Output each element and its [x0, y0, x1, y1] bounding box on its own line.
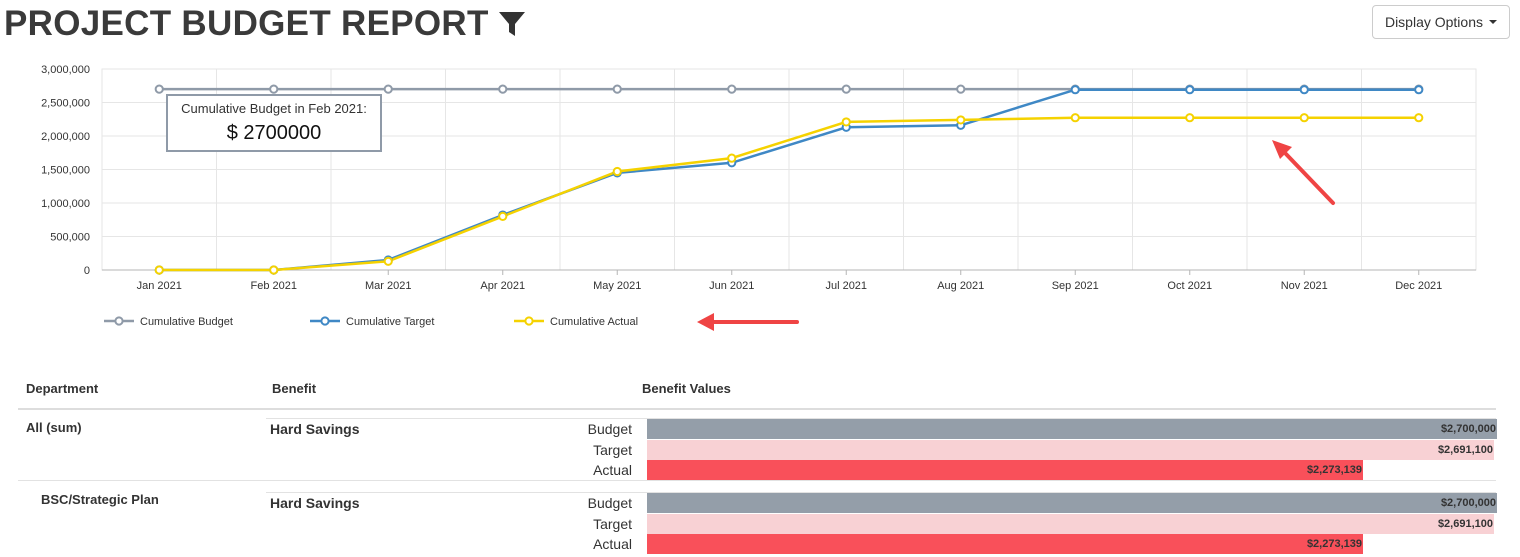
- bar-actual: [647, 460, 1363, 480]
- x-tick-label: Dec 2021: [1395, 280, 1442, 292]
- table-row: BSC/Strategic Plan Hard Savings Budget $2,7…: [18, 492, 1497, 556]
- measure-label-budget: Budget: [587, 495, 632, 511]
- page-title: PROJECT BUDGET REPORT: [4, 4, 527, 44]
- tooltip-value: $ 2700000: [227, 122, 322, 144]
- bar-target: [647, 439, 1494, 460]
- data-point: [612, 84, 622, 94]
- bar-value-budget: $2,700,000: [1440, 497, 1496, 509]
- tooltip-title: Cumulative Budget in Feb 2021:: [181, 101, 367, 116]
- benefit-cell: Hard Savings: [270, 421, 360, 437]
- data-point: [1070, 85, 1080, 95]
- benefit-divider: [266, 492, 1496, 493]
- data-point: [154, 84, 164, 94]
- data-point: [841, 117, 851, 127]
- x-tick-label: May 2021: [593, 280, 641, 292]
- data-point: [498, 84, 508, 94]
- y-tick-label: 1,000,000: [41, 198, 90, 210]
- measure-label-actual: Actual: [593, 536, 632, 552]
- data-point: [956, 115, 966, 125]
- display-options-label: Display Options: [1384, 14, 1483, 30]
- data-point: [498, 211, 508, 221]
- y-tick-label: 500,000: [50, 232, 90, 244]
- x-tick-label: Jul 2021: [825, 280, 867, 292]
- x-tick-label: Nov 2021: [1281, 280, 1328, 292]
- bar-value-actual: $2,273,139: [1306, 464, 1362, 476]
- x-tick-label: Apr 2021: [480, 280, 525, 292]
- y-tick-label: 0: [84, 265, 90, 277]
- column-header-department: Department: [26, 381, 99, 396]
- data-point: [1299, 85, 1309, 95]
- x-tick-label: Jan 2021: [137, 280, 182, 292]
- data-point: [1414, 113, 1424, 123]
- table-row: All (sum) Hard Savings Budget $2,700,000 Tar…: [18, 418, 1497, 482]
- bar-target: [647, 513, 1494, 534]
- tooltip-box: [166, 94, 382, 152]
- legend-marker: [524, 316, 534, 326]
- y-tick-label: 2,000,000: [41, 131, 90, 143]
- data-point: [1185, 85, 1195, 95]
- annotation-arrow-actual: [1284, 152, 1335, 205]
- data-point: [727, 153, 737, 163]
- y-tick-label: 2,500,000: [41, 98, 90, 110]
- bar-value-target: $2,691,100: [1437, 517, 1493, 530]
- bar-value-budget: $2,700,000: [1440, 423, 1496, 435]
- measure-label-target: Target: [593, 515, 632, 532]
- table-header: Department Benefit Benefit Values: [18, 380, 1496, 410]
- measure-label-target: Target: [593, 441, 632, 458]
- legend-label: Cumulative Actual: [550, 316, 638, 328]
- data-point: [383, 84, 393, 94]
- page-title-text: PROJECT BUDGET REPORT: [4, 4, 489, 43]
- data-point: [956, 84, 966, 94]
- data-point: [727, 84, 737, 94]
- cumulative-line-chart: 0 500,000 1,000,000 1,500,000 2,000,000 2,500…: [41, 64, 1477, 331]
- annotation-arrowhead-actual: [1272, 140, 1292, 159]
- legend-label: Cumulative Budget: [140, 316, 233, 328]
- data-point: [383, 256, 393, 266]
- x-tick-label: Jun 2021: [709, 280, 754, 292]
- data-point: [154, 265, 164, 275]
- data-point: [1299, 113, 1309, 123]
- x-tick-label: Sep 2021: [1052, 280, 1099, 292]
- data-point: [1414, 85, 1424, 95]
- data-point: [1070, 113, 1080, 123]
- column-header-benefit: Benefit: [272, 381, 317, 396]
- bar-value-target: $2,691,100: [1437, 443, 1493, 456]
- benefit-divider: [266, 418, 1496, 419]
- department-cell: BSC/Strategic Plan: [41, 492, 159, 507]
- x-tick-label: Mar 2021: [365, 280, 411, 292]
- bar-budget: [647, 493, 1497, 513]
- department-cell: All (sum): [26, 420, 82, 435]
- row-divider: [18, 480, 1496, 481]
- series-line-cumulative-actual: [159, 116, 1419, 272]
- benefit-cell: Hard Savings: [270, 495, 360, 511]
- bar-actual: [647, 534, 1363, 554]
- data-point: [612, 166, 622, 177]
- x-tick-label: Oct 2021: [1167, 280, 1212, 292]
- legend-marker: [114, 316, 124, 326]
- bar-value-actual: $2,273,139: [1306, 538, 1362, 550]
- display-options-button[interactable]: Display Options: [1371, 5, 1510, 39]
- measure-label-budget: Budget: [587, 421, 632, 437]
- measure-label-actual: Actual: [593, 462, 632, 478]
- x-tick-label: Aug 2021: [937, 280, 984, 292]
- y-tick-label: 3,000,000: [41, 64, 90, 76]
- data-point: [269, 265, 279, 275]
- legend-label: Cumulative Target: [346, 316, 434, 328]
- legend-marker: [320, 316, 330, 326]
- annotation-arrowhead-legend: [697, 313, 714, 331]
- x-tick-label: Feb 2021: [251, 280, 297, 292]
- bar-budget: [647, 419, 1497, 439]
- data-point: [269, 84, 279, 94]
- data-point: [1185, 113, 1195, 123]
- data-point: [841, 84, 851, 94]
- column-header-benefit-values: Benefit Values: [642, 381, 731, 396]
- caret-down-icon: [1489, 20, 1497, 24]
- y-tick-label: 1,500,000: [41, 165, 90, 177]
- filter-icon[interactable]: [497, 9, 527, 39]
